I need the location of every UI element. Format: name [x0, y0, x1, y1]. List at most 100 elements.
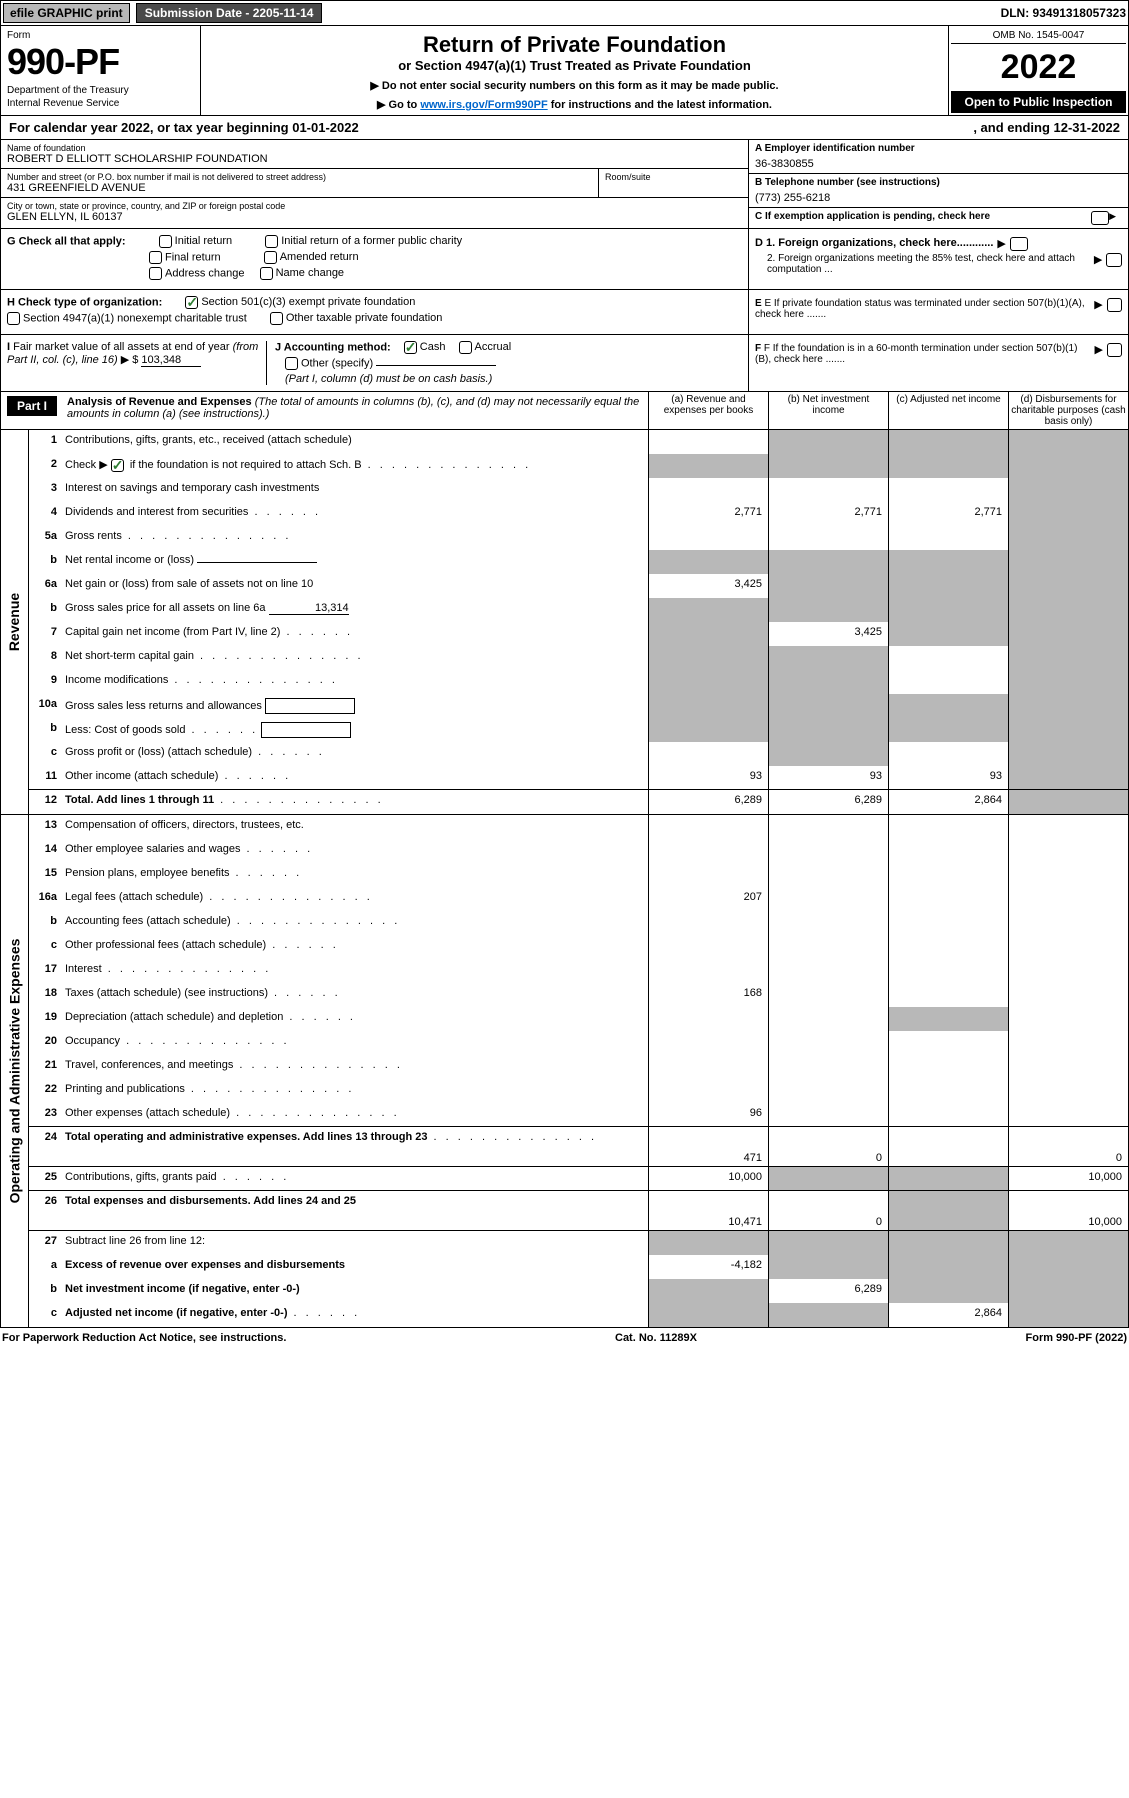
row-21: Travel, conferences, and meetings	[63, 1055, 648, 1079]
other-specify-line	[376, 365, 496, 366]
e-checkbox[interactable]	[1107, 298, 1122, 312]
i-label: I Fair market value of all assets at end…	[7, 341, 258, 366]
d2-checkbox[interactable]	[1106, 253, 1122, 267]
form-subtitle: or Section 4947(a)(1) Trust Treated as P…	[205, 58, 944, 73]
foundation-name-cell: Name of foundation ROBERT D ELLIOTT SCHO…	[1, 140, 748, 169]
row-20: Occupancy	[63, 1031, 648, 1055]
f-checkbox[interactable]	[1107, 343, 1122, 357]
street-address: 431 GREENFIELD AVENUE	[7, 182, 592, 194]
col-c-header: (c) Adjusted net income	[888, 392, 1008, 429]
row-8: Net short-term capital gain	[63, 646, 648, 670]
tax-year: 2022	[951, 44, 1126, 91]
row-10a: Gross sales less returns and allowances	[63, 694, 648, 718]
part1-desc: Part I Analysis of Revenue and Expenses …	[1, 392, 648, 429]
g1-label: Initial return	[175, 235, 232, 247]
row-10c: Gross profit or (loss) (attach schedule)	[63, 742, 648, 766]
g2-label: Initial return of a former public charit…	[281, 235, 462, 247]
room-cell: Room/suite	[598, 169, 748, 197]
form-title: Return of Private Foundation	[205, 32, 944, 58]
row-3: Interest on savings and temporary cash i…	[63, 478, 648, 502]
name-label: Name of foundation	[7, 143, 742, 153]
header-center: Return of Private Foundation or Section …	[201, 26, 948, 115]
ein-cell: A Employer identification number 36-3830…	[749, 140, 1128, 174]
501c3-checkbox[interactable]	[185, 296, 198, 309]
address-row: Number and street (or P.O. box number if…	[1, 169, 748, 198]
row-16b: Accounting fees (attach schedule)	[63, 911, 648, 935]
expenses-table: Operating and Administrative Expenses 13…	[0, 815, 1129, 1328]
4947a1-checkbox[interactable]	[7, 312, 20, 325]
row-2: Check ▶ if the foundation is not require…	[63, 454, 648, 478]
row-25: Contributions, gifts, grants paid	[63, 1167, 648, 1190]
name-change-checkbox[interactable]	[260, 267, 273, 280]
expenses-body: 13Compensation of officers, directors, t…	[29, 815, 1128, 1327]
initial-return-checkbox[interactable]	[159, 235, 172, 248]
row-26: Total expenses and disbursements. Add li…	[63, 1191, 648, 1230]
submission-date: Submission Date - 2205-11-14	[136, 3, 323, 23]
header-right: OMB No. 1545-0047 2022 Open to Public In…	[948, 26, 1128, 115]
row-18: Taxes (attach schedule) (see instruction…	[63, 983, 648, 1007]
efile-print-button[interactable]: efile GRAPHIC print	[3, 3, 130, 23]
dln-number: DLN: 93491318057323	[1001, 6, 1126, 20]
h3-label: Other taxable private foundation	[286, 312, 443, 324]
accrual-checkbox[interactable]	[459, 341, 472, 354]
h2-label: Section 4947(a)(1) nonexempt charitable …	[23, 312, 247, 324]
section-h-e: H Check type of organization: Section 50…	[0, 290, 1129, 335]
sch-b-checkbox[interactable]	[111, 459, 124, 472]
city-state-zip: GLEN ELLYN, IL 60137	[7, 211, 742, 223]
row-19: Depreciation (attach schedule) and deple…	[63, 1007, 648, 1031]
d1-checkbox[interactable]	[1010, 237, 1028, 251]
ein-label: A Employer identification number	[755, 143, 1122, 154]
row-11: Other income (attach schedule)	[63, 766, 648, 789]
row-9: Income modifications	[63, 670, 648, 694]
final-return-checkbox[interactable]	[149, 251, 162, 264]
form-note-2: ▶ Go to www.irs.gov/Form990PF for instru…	[205, 98, 944, 111]
col-d-header: (d) Disbursements for charitable purpose…	[1008, 392, 1128, 429]
j-note: (Part I, column (d) must be on cash basi…	[285, 373, 742, 385]
goto-prefix: ▶ Go to	[377, 99, 420, 111]
cat-number: Cat. No. 11289X	[615, 1332, 697, 1344]
row-7: Capital gain net income (from Part IV, l…	[63, 622, 648, 646]
form-ref: Form 990-PF (2022)	[1026, 1332, 1127, 1344]
dept-treasury: Department of the Treasury	[7, 85, 194, 96]
top-bar: efile GRAPHIC print Submission Date - 22…	[0, 0, 1129, 26]
row-27: Subtract line 26 from line 12:	[63, 1231, 648, 1255]
other-method-checkbox[interactable]	[285, 357, 298, 370]
form-note-1: ▶ Do not enter social security numbers o…	[205, 79, 944, 92]
row-22: Printing and publications	[63, 1079, 648, 1103]
f-label: F F If the foundation is in a 60-month t…	[755, 343, 1091, 365]
row-14: Other employee salaries and wages	[63, 839, 648, 863]
address-label: Number and street (or P.O. box number if…	[7, 172, 592, 182]
section-i-j-f: I Fair market value of all assets at end…	[0, 335, 1129, 392]
exemption-checkbox[interactable]	[1091, 211, 1109, 225]
revenue-body: 1Contributions, gifts, grants, etc., rec…	[29, 430, 1128, 814]
info-block: Name of foundation ROBERT D ELLIOTT SCHO…	[0, 140, 1129, 229]
g4-label: Amended return	[280, 251, 359, 263]
d2-label: 2. Foreign organizations meeting the 85%…	[767, 253, 1090, 275]
part1-title: Analysis of Revenue and Expenses	[67, 396, 252, 408]
omb-number: OMB No. 1545-0047	[951, 28, 1126, 44]
section-g-d: G Check all that apply: Initial return I…	[0, 229, 1129, 290]
other-taxable-checkbox[interactable]	[270, 312, 283, 325]
arrow-icon: ▶	[1094, 253, 1102, 266]
phone-value: (773) 255-6218	[755, 188, 1122, 204]
info-left: Name of foundation ROBERT D ELLIOTT SCHO…	[1, 140, 748, 228]
irs-label: Internal Revenue Service	[7, 98, 194, 109]
g5-label: Address change	[165, 267, 245, 279]
section-d: D 1. Foreign organizations, check here..…	[748, 229, 1128, 289]
row-5b: Net rental income or (loss)	[63, 550, 648, 574]
initial-former-checkbox[interactable]	[265, 235, 278, 248]
exemption-label: C If exemption application is pending, c…	[755, 211, 990, 222]
address-change-checkbox[interactable]	[149, 267, 162, 280]
row-10b: Less: Cost of goods sold	[63, 718, 648, 742]
cal-year-begin: For calendar year 2022, or tax year begi…	[9, 120, 973, 135]
city-cell: City or town, state or province, country…	[1, 198, 748, 226]
paperwork-notice: For Paperwork Reduction Act Notice, see …	[2, 1332, 286, 1344]
row-6a: Net gain or (loss) from sale of assets n…	[63, 574, 648, 598]
row-27a: Excess of revenue over expenses and disb…	[63, 1255, 648, 1279]
amended-return-checkbox[interactable]	[264, 251, 277, 264]
col-a-header: (a) Revenue and expenses per books	[648, 392, 768, 429]
d1-label: D 1. Foreign organizations, check here..…	[755, 237, 993, 249]
irs-link[interactable]: www.irs.gov/Form990PF	[420, 99, 547, 111]
row-5a: Gross rents	[63, 526, 648, 550]
cash-checkbox[interactable]	[404, 341, 417, 354]
